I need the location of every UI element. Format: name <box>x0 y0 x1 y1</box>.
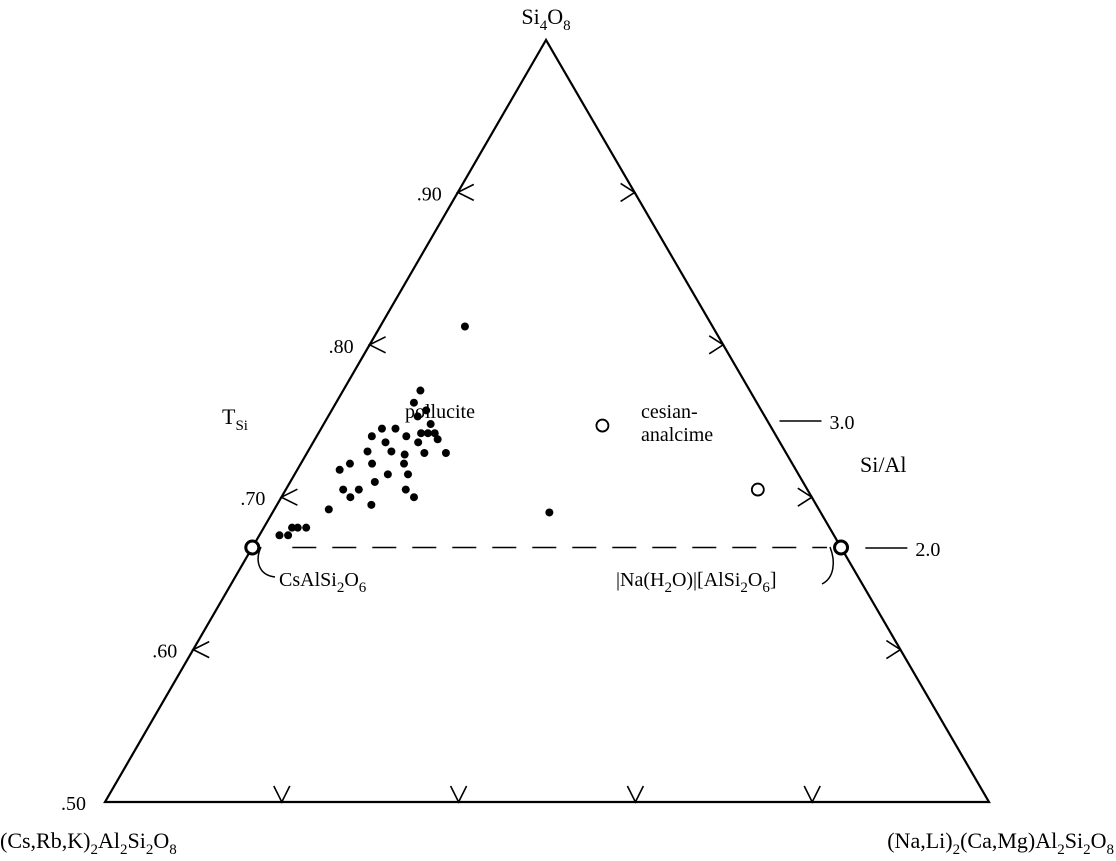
data-points <box>244 322 850 556</box>
leader-left <box>257 546 276 578</box>
endmember-point <box>244 539 261 556</box>
point-pollucite <box>335 465 344 474</box>
point-cesian-analcime <box>750 482 765 497</box>
region-label-cesian-analcime-line1: cesian- <box>641 401 698 423</box>
point-pollucite <box>363 447 372 456</box>
right-edge-tick <box>708 335 725 355</box>
left-axis-title: TSi <box>222 404 248 434</box>
point-pollucite <box>430 429 439 438</box>
point-pollucite <box>433 435 442 444</box>
point-cesian-analcime <box>595 418 610 433</box>
point-pollucite <box>387 447 396 456</box>
right-edge-tick <box>797 487 814 507</box>
point-pollucite <box>339 485 348 494</box>
point-pollucite <box>441 449 450 458</box>
point-pollucite <box>409 398 418 407</box>
point-pollucite <box>545 508 554 517</box>
point-pollucite <box>391 424 400 433</box>
left-edge-tick <box>191 640 210 659</box>
bottom-edge-tick <box>803 785 821 804</box>
point-pollucite <box>367 500 376 509</box>
apex-label-left: (Cs,Rb,K)2Al2Si2O8 <box>0 828 177 858</box>
point-pollucite <box>414 438 423 447</box>
point-pollucite <box>302 523 311 532</box>
point-pollucite <box>401 485 410 494</box>
point-pollucite <box>404 470 413 479</box>
leader-right <box>821 546 835 585</box>
right-edge-tick <box>885 639 902 660</box>
point-pollucite <box>367 432 376 441</box>
point-pollucite <box>293 523 302 532</box>
point-pollucite <box>288 523 297 532</box>
right-tick-label: 2.0 <box>915 539 940 561</box>
region-label-pollucite: pollucite <box>405 401 475 423</box>
left-tick-labels: .50 .60 .70 .80 .90 <box>61 183 442 815</box>
point-pollucite <box>422 406 431 415</box>
right-edge-tick <box>620 182 637 203</box>
point-pollucite <box>426 420 435 429</box>
point-pollucite <box>275 531 284 540</box>
endmember-label-analcime: |Na(H2O)|[AlSi2O6] <box>616 569 777 596</box>
point-pollucite <box>423 429 432 438</box>
point-pollucite <box>413 412 422 421</box>
tick-marks <box>191 182 908 804</box>
right-tick-labels: 2.0 3.0 <box>830 412 941 561</box>
point-pollucite <box>370 477 379 486</box>
bottom-edge-tick <box>273 785 291 804</box>
left-edge-tick <box>367 336 386 354</box>
apex-label-top: Si4O8 <box>521 4 570 34</box>
point-pollucite <box>368 459 377 468</box>
point-pollucite <box>420 449 429 458</box>
point-pollucite <box>284 531 293 540</box>
bottom-edge-tick <box>626 785 645 804</box>
point-pollucite <box>354 485 363 494</box>
apex-label-right: (Na,Li)2(Ca,Mg)Al2Si2O8 <box>887 828 1114 858</box>
ternary-frame <box>103 37 991 804</box>
point-pollucite <box>402 432 411 441</box>
left-tick-label: .90 <box>417 183 442 205</box>
region-label-cesian-analcime-line2: analcime <box>641 424 713 446</box>
right-tick-label: 3.0 <box>830 412 855 434</box>
point-pollucite <box>416 386 425 395</box>
point-pollucite <box>377 424 386 433</box>
left-tick-label: .60 <box>152 641 177 663</box>
left-tick-label: .70 <box>240 488 265 510</box>
endmember-point <box>833 539 850 556</box>
point-pollucite <box>383 470 392 479</box>
left-edge-tick <box>279 488 298 506</box>
left-tick-label: .50 <box>61 793 86 815</box>
point-pollucite <box>324 505 333 514</box>
left-edge-tick <box>456 183 475 202</box>
bottom-edge-tick <box>449 785 468 804</box>
left-tick-label: .80 <box>329 336 354 358</box>
point-pollucite <box>400 450 409 459</box>
point-pollucite <box>410 493 418 502</box>
endmember-label-csalsi2o6: CsAlSi2O6 <box>279 569 367 596</box>
point-pollucite <box>400 459 409 468</box>
point-pollucite <box>417 429 426 438</box>
right-axis-title: Si/Al <box>860 452 906 477</box>
point-pollucite <box>346 493 355 502</box>
point-pollucite <box>381 438 390 447</box>
point-pollucite <box>460 322 469 331</box>
point-pollucite <box>345 459 354 468</box>
